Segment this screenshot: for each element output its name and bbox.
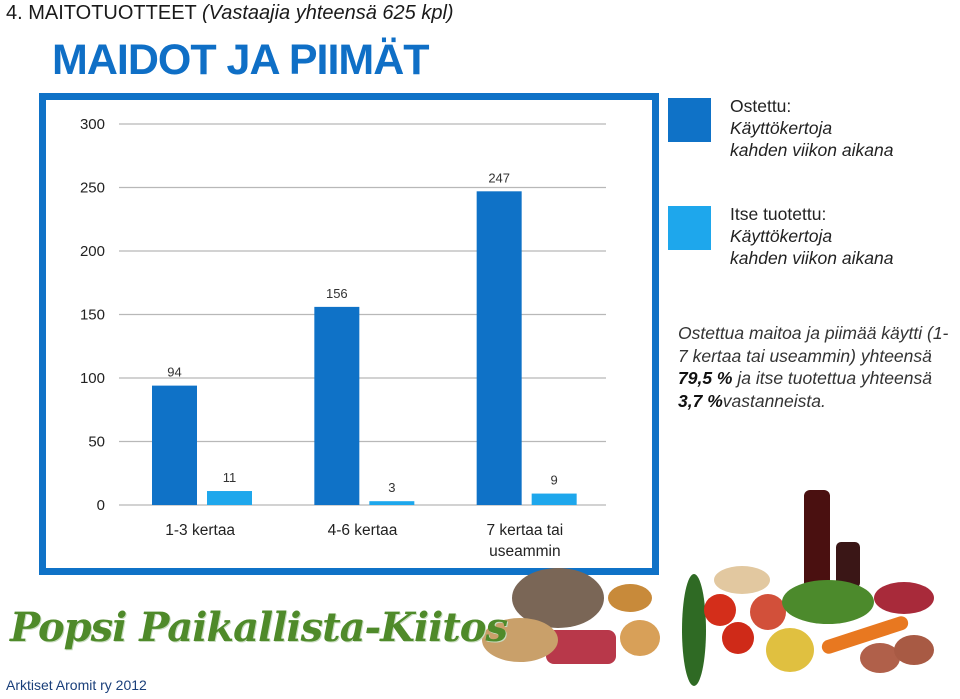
y-tick-label: 50	[88, 434, 105, 451]
legend-label: Käyttökertoja	[730, 226, 833, 246]
summary-part: Ostettua maitoa ja piimää käytti (1-7 ke…	[678, 323, 949, 366]
y-tick-label: 100	[80, 370, 105, 387]
bottle-shape	[804, 490, 830, 590]
x-tick-label: useammin	[489, 543, 561, 560]
potato-shape	[860, 643, 900, 673]
y-tick-label: 0	[97, 497, 105, 514]
legend-label: Käyttökertoja	[730, 118, 833, 138]
bar	[369, 501, 415, 505]
summary-value-itse-tuotettu: 3,7 %	[678, 390, 723, 411]
bar	[152, 385, 197, 505]
carrot-shape	[821, 616, 909, 654]
tomato-shape	[722, 622, 754, 654]
legend-item-itse-tuotettu: Itse tuotettu: Käyttökertoja kahden viik…	[668, 203, 958, 283]
meat-shape	[546, 630, 616, 664]
bowl-shape	[714, 566, 770, 594]
data-label: 156	[326, 286, 348, 301]
berries-bowl-shape	[874, 582, 934, 614]
section-heading: 4. MAITOTUOTTEET (Vastaajia yhteensä 625…	[6, 2, 454, 25]
legend-item-ostettu: Ostettu: Käyttökertoja kahden viikon aik…	[668, 95, 958, 175]
footer-credit: Arktiset Aromit ry 2012	[6, 677, 147, 693]
greens-shape	[782, 580, 874, 624]
section-heading-sub: (Vastaajia yhteensä 625 kpl)	[201, 2, 454, 24]
summary-text: Ostettua maitoa ja piimää käytti (1-7 ke…	[678, 322, 958, 412]
bread-shape	[512, 568, 604, 628]
bar-chart: 0 50 100 150 200 250 300 94 11 1-3 kertaa 156 3 4-6 …	[80, 116, 606, 560]
x-tick-label: 1-3 kertaa	[165, 522, 235, 539]
x-tick-label: 7 kertaa tai	[486, 522, 563, 539]
legend-label: kahden viikon aikana	[730, 140, 894, 160]
y-tick-label: 150	[80, 307, 105, 324]
jar-shape	[836, 542, 860, 588]
bar	[207, 491, 252, 505]
cucumber-shape	[682, 574, 706, 686]
cheese-plate-shape	[482, 618, 558, 662]
legend-text-itse-tuotettu: Itse tuotettu: Käyttökertoja kahden viik…	[730, 203, 960, 269]
x-tick-label: 4-6 kertaa	[328, 522, 398, 539]
bar	[314, 306, 360, 505]
data-label: 94	[167, 365, 181, 380]
data-label: 247	[488, 170, 510, 185]
mushroom-shape	[608, 584, 652, 612]
tomato-shape	[704, 594, 736, 626]
legend-swatch-itse-tuotettu	[668, 206, 711, 250]
bar	[476, 191, 522, 505]
legend-text-ostettu: Ostettu: Käyttökertoja kahden viikon aik…	[730, 95, 960, 161]
data-label: 9	[551, 473, 558, 488]
page-title: MAIDOT JA PIIMÄT	[52, 36, 430, 84]
data-label: 11	[223, 470, 237, 485]
summary-value-ostettu: 79,5 %	[678, 368, 733, 388]
chart-frame: 0 50 100 150 200 250 300 94 11 1-3 kertaa 156 3 4-6 …	[39, 93, 659, 575]
legend-swatch-ostettu	[668, 98, 711, 142]
potato-shape	[894, 635, 934, 665]
y-tick-label: 250	[80, 180, 105, 197]
data-label: 3	[388, 480, 395, 495]
y-tick-label: 300	[80, 116, 105, 133]
onion-shape	[620, 620, 660, 656]
bar	[531, 493, 577, 505]
apple-shape	[750, 594, 786, 630]
turnip-shape	[766, 628, 814, 672]
legend-label: Ostettu:	[730, 96, 792, 116]
logo: Popsi Paikallista-Kiitos	[10, 604, 508, 651]
section-heading-main: 4. MAITOTUOTTEET	[6, 2, 197, 24]
legend-label: kahden viikon aikana	[730, 248, 894, 268]
food-illustration	[482, 490, 934, 686]
legend-label: Itse tuotettu:	[730, 204, 827, 224]
summary-part: vastanneista.	[722, 390, 826, 411]
y-tick-label: 200	[80, 243, 105, 260]
summary-part: ja itse tuotettua yhteensä	[737, 368, 932, 388]
